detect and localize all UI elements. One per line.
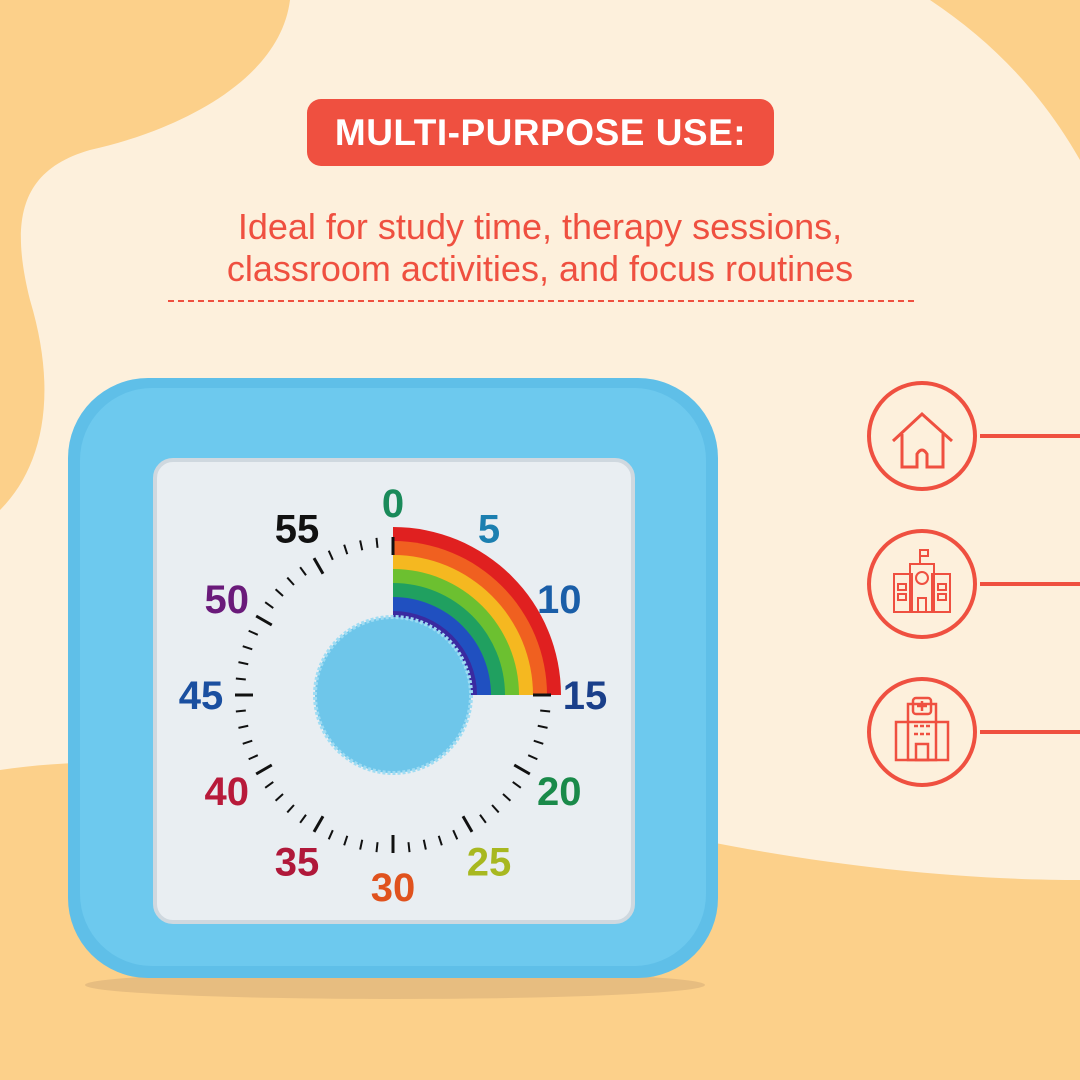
tick-mark <box>343 835 349 846</box>
tick-mark <box>491 804 500 814</box>
dial-number: 0 <box>382 482 404 526</box>
tick-mark <box>264 601 274 609</box>
connector-line <box>980 730 1080 734</box>
timer-knob[interactable] <box>313 615 473 775</box>
tick-mark <box>242 645 253 651</box>
tick-mark <box>479 814 487 824</box>
tick-mark <box>327 829 334 840</box>
dial-number: 40 <box>204 770 249 814</box>
dial-number: 55 <box>275 508 320 552</box>
dial-number: 45 <box>179 674 224 718</box>
tick-mark <box>327 550 334 561</box>
tick-mark <box>375 842 379 853</box>
tick-mark <box>407 842 411 853</box>
connector-line <box>980 582 1080 586</box>
tick-mark <box>248 754 259 761</box>
tick-mark <box>238 724 249 729</box>
tick-mark <box>264 781 274 789</box>
tick-mark <box>375 537 379 548</box>
tick-mark <box>540 709 551 713</box>
tick-mark <box>343 544 349 555</box>
subtitle-line-2: classroom activities, and focus routines <box>226 248 854 289</box>
tick-mark <box>312 815 325 833</box>
tick-mark <box>238 661 249 666</box>
tick-mark <box>461 815 474 833</box>
dial-ticks <box>235 537 551 853</box>
tick-mark <box>437 835 443 846</box>
tick-mark <box>312 557 325 575</box>
tick-mark <box>235 709 246 713</box>
tick-mark <box>533 739 544 745</box>
tick-mark <box>299 566 307 576</box>
tick-mark <box>274 793 284 802</box>
subtitle-line-1: Ideal for study time, therapy sessions, <box>237 206 843 247</box>
tick-mark <box>235 677 246 681</box>
school-icon <box>867 529 977 639</box>
tick-mark <box>512 781 522 789</box>
hospital-icon <box>867 677 977 787</box>
dial-number: 5 <box>478 508 500 552</box>
headline-badge: MULTI-PURPOSE USE: <box>307 99 774 166</box>
dial-number: 20 <box>537 770 582 814</box>
connector-line <box>980 434 1080 438</box>
tick-mark <box>255 614 273 627</box>
dial-number: 25 <box>467 840 512 884</box>
tick-mark <box>527 754 538 761</box>
tick-mark <box>248 629 259 636</box>
tick-mark <box>359 839 364 850</box>
tick-mark <box>255 763 273 776</box>
home-icon <box>867 381 977 491</box>
dashed-divider <box>168 300 914 302</box>
dial-number: 30 <box>371 866 416 910</box>
dial-number: 10 <box>537 578 582 622</box>
dial-number: 15 <box>563 674 608 718</box>
tick-mark <box>502 793 512 802</box>
tick-mark <box>299 814 307 824</box>
tick-mark <box>286 576 295 586</box>
tick-mark <box>286 804 295 814</box>
dial-number: 50 <box>204 578 249 622</box>
dial-numbers: 0 5 10 15 20 25 30 35 40 45 50 55 <box>179 482 608 910</box>
tick-mark <box>359 540 364 551</box>
tick-mark <box>452 829 459 840</box>
subtitle: Ideal for study time, therapy sessions, … <box>100 206 980 290</box>
tick-mark <box>537 724 548 729</box>
tick-mark <box>422 839 427 850</box>
tick-mark <box>242 739 253 745</box>
tick-mark <box>513 763 531 776</box>
dial-number: 35 <box>275 840 320 884</box>
tick-mark <box>274 588 284 597</box>
